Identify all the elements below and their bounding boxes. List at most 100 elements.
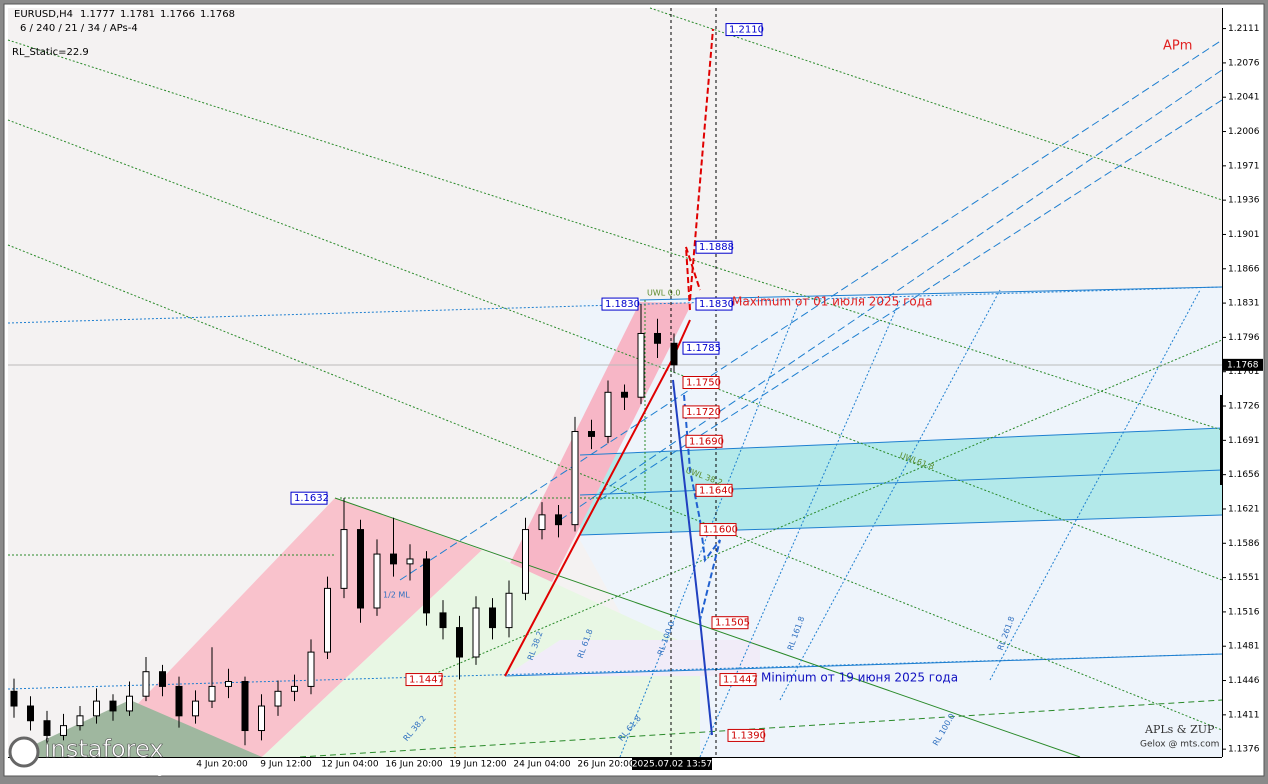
minimum-label: Minimum от 19 июня 2025 года	[761, 671, 958, 685]
y-tick-label: 1.1586	[1228, 539, 1260, 549]
level-label: 1.1505	[715, 618, 750, 629]
level-marker	[682, 405, 720, 419]
candle-body	[225, 681, 232, 687]
cursor-time: 2025.07.02 13:57	[632, 760, 712, 770]
y-tick-label: 1.1971	[1228, 161, 1260, 171]
candle-body	[588, 431, 595, 437]
header-ohlc: 1.1781	[120, 9, 155, 20]
level-label: 1.1830	[699, 299, 734, 310]
credit: APLs & ZUP	[1144, 723, 1215, 736]
candle-body	[604, 391, 612, 437]
x-tick-label: 4 Jun 20:00	[196, 760, 248, 770]
current-price-box	[1223, 358, 1263, 371]
candle-body	[60, 725, 67, 736]
x-tick-label: 24 Jun 04:00	[513, 760, 570, 770]
candle-body	[258, 705, 265, 732]
candle-body	[241, 681, 249, 732]
y-tick-label: 1.1411	[1228, 710, 1260, 720]
watermark: instaforex Instant Forex Trading	[8, 735, 164, 777]
candle-body	[93, 700, 100, 717]
candle-body	[390, 553, 397, 565]
level-marker	[682, 376, 720, 389]
candle-body	[637, 332, 645, 398]
drawings	[7, 7, 1223, 758]
level-marker	[405, 673, 443, 687]
candle-body	[456, 627, 463, 658]
level-label: 1.1830	[605, 299, 640, 310]
level-label: 1.1750	[686, 378, 721, 389]
level-marker	[695, 297, 733, 311]
level-marker	[682, 341, 720, 355]
symbol: EURUSD,H4	[14, 9, 73, 20]
level-marker	[699, 523, 737, 537]
level-marker	[290, 491, 328, 505]
candle-body	[571, 431, 579, 526]
candle-body	[472, 607, 480, 658]
candle-body	[274, 690, 282, 707]
author: Gelox @ mts.com	[1140, 740, 1219, 750]
indicator-params: 6 / 240 / 21 / 34 / APs-4	[20, 23, 138, 34]
fork-label: 1/2 ML	[383, 591, 410, 600]
x-tick-label: 26 Jun 20:00	[577, 760, 634, 770]
level-marker	[685, 434, 723, 448]
y-tick-label: 1.1621	[1228, 504, 1260, 514]
x-tick-label: 16 Jun 20:00	[385, 760, 442, 770]
level-label: 1.1785	[686, 343, 721, 354]
candle-body	[10, 690, 18, 707]
candle-body	[175, 685, 183, 717]
level-label: 1.1888	[699, 242, 734, 253]
y-tick-label: 1.1551	[1228, 573, 1260, 583]
maximum-label: Maximum от 01 июля 2025 года	[732, 295, 932, 309]
candle-body	[621, 391, 628, 398]
y-tick-label: 1.2041	[1228, 93, 1260, 103]
candle-body	[324, 587, 331, 653]
level-marker	[695, 483, 733, 497]
level-label: 1.1690	[689, 436, 724, 447]
y-tick-label: 1.2111	[1228, 24, 1260, 34]
level-label: 1.1447	[723, 675, 758, 686]
level-marker	[725, 23, 763, 37]
y-tick-label: 1.1761	[1228, 367, 1260, 377]
candle-body	[159, 671, 166, 687]
candle-body	[555, 514, 562, 526]
rl-static: RL_Static=22.9	[12, 47, 89, 58]
y-tick-label: 1.1516	[1228, 607, 1260, 617]
candle-body	[76, 715, 84, 727]
cursor-time-box	[632, 758, 712, 770]
candle-body	[307, 651, 315, 687]
candle-body	[489, 607, 496, 629]
level-label: 1.1640	[699, 485, 734, 496]
level-label: 1.1600	[703, 525, 738, 536]
header-ohlc: 1.1766	[160, 9, 195, 20]
y-tick-label: 1.1831	[1228, 299, 1260, 309]
level-label: 1.1390	[731, 730, 766, 741]
current-price-label: 1.1768	[1227, 360, 1259, 370]
candle-body	[126, 695, 133, 712]
level-marker	[601, 297, 639, 311]
level-marker	[719, 673, 757, 687]
watermark-slogan: Instant Forex Trading	[48, 764, 164, 777]
y-tick-label: 1.1866	[1228, 264, 1260, 274]
y-tick-label: 1.1691	[1228, 436, 1260, 446]
y-tick-label: 1.1446	[1228, 676, 1260, 686]
header-ohlc: 1.1777	[80, 9, 115, 20]
y-tick-label: 1.1936	[1228, 196, 1260, 206]
x-tick-label: 9 Jun 12:00	[260, 760, 312, 770]
candle-body	[109, 700, 117, 712]
y-tick-label: 1.1656	[1228, 470, 1260, 480]
y-tick-label: 1.1901	[1228, 230, 1260, 240]
level-label: 1.2110	[729, 25, 764, 36]
candle-body	[208, 685, 216, 702]
candle-body	[670, 342, 678, 366]
apm-label: APm	[1163, 39, 1192, 54]
candle-body	[423, 558, 430, 614]
candle-body	[373, 553, 381, 609]
candle-body	[522, 529, 529, 594]
candle-body	[142, 671, 150, 697]
watermark-brand: instaforex	[44, 735, 164, 763]
candle-body	[538, 514, 546, 531]
y-tick-label: 1.1726	[1228, 402, 1260, 412]
candle-body	[27, 705, 34, 722]
candle-body	[43, 720, 51, 736]
